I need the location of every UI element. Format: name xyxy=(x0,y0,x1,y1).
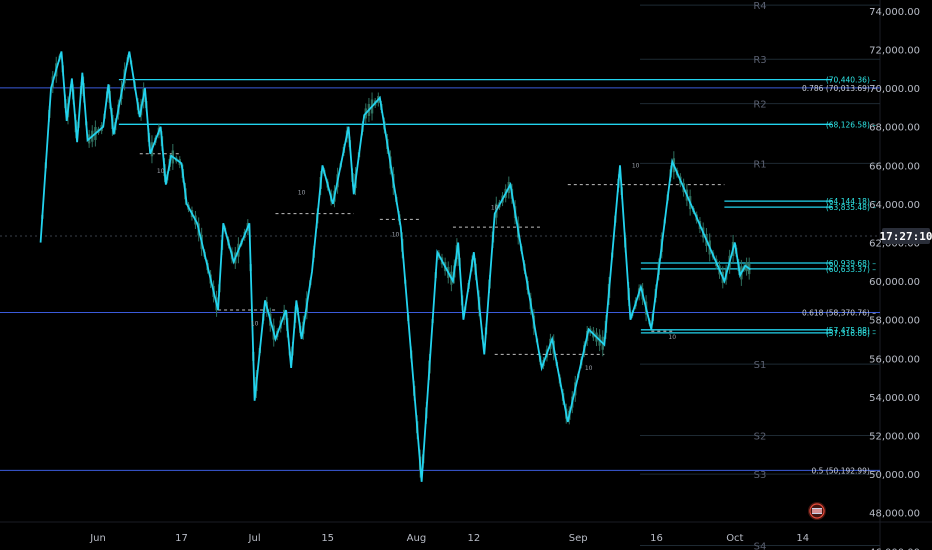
leg-length-label: 10 xyxy=(251,320,259,327)
current-time-badge: 17:27:10 xyxy=(880,228,932,244)
pivot-label: R2 xyxy=(753,100,766,111)
level-labels: (70,440.36) –(68,126.58) –(64,144.18) –(… xyxy=(826,76,876,338)
time-tick-label: 14 xyxy=(796,533,809,544)
time-badge-bg xyxy=(882,228,930,244)
level-label: (63,835.48) – xyxy=(826,203,876,212)
level-label: (60,633.37) – xyxy=(826,265,876,274)
time-tick-label: Aug xyxy=(407,533,427,544)
fib-label: 0.786 (70,013.69) – xyxy=(802,84,876,93)
time-tick-label: 12 xyxy=(467,533,480,544)
price-tick-label: 68,000.00 xyxy=(869,123,920,134)
price-tick-label: 72,000.00 xyxy=(869,46,920,57)
dashed-legs xyxy=(139,153,725,355)
price-tick-label: 62,000.00 xyxy=(869,239,920,250)
price-tick-label: 54,000.00 xyxy=(869,393,920,404)
level-label: (57,475.98) – xyxy=(826,326,876,335)
fib-labels: 0.786 (70,013.69) – 0.618 (58,370.76) – 0.… xyxy=(802,84,876,475)
leg-length-label: 10 xyxy=(298,189,306,196)
leg-length-label: 10 xyxy=(585,365,593,372)
time-tick-label: Jun xyxy=(89,533,106,544)
price-tick-label: 50,000.00 xyxy=(869,470,920,481)
price-tick-label: 56,000.00 xyxy=(869,354,920,365)
pivot-label: S1 xyxy=(754,360,767,371)
leg-length-label: 10 xyxy=(392,232,400,239)
price-tick-label: 64,000.00 xyxy=(869,200,920,211)
time-tick-label: 15 xyxy=(321,533,334,544)
time-tick-label: 17 xyxy=(175,533,188,544)
time-tick-label: Oct xyxy=(726,533,743,544)
fib-label: 0.5 (50,192.99) – xyxy=(812,466,877,475)
pivot-label: S4 xyxy=(754,541,767,550)
level-label: (57,316.06) – xyxy=(826,329,876,338)
price-axis[interactable]: 74,000.00 72,000.00 70,000.00 68,000.00 66,0… xyxy=(869,7,920,550)
leg-length-label: 10 xyxy=(491,205,499,212)
level-label: (68,126.58) – xyxy=(826,120,876,129)
leg-length-labels: 10 10 10 10 10 10 10 10 xyxy=(157,162,676,372)
leg-length-label: 10 xyxy=(632,162,640,169)
pivot-label: R1 xyxy=(753,159,766,170)
time-badge-text: 17:27:10 xyxy=(880,230,932,243)
time-tick-label: 16 xyxy=(650,533,663,544)
pivot-label: R4 xyxy=(753,1,766,12)
price-tick-label: 58,000.00 xyxy=(869,316,920,327)
time-tick-label: Sep xyxy=(569,533,588,544)
level-label: (64,144.18) – xyxy=(826,197,876,206)
level-lines xyxy=(118,79,832,334)
leg-length-label: 10 xyxy=(668,334,676,341)
pivot-label: R3 xyxy=(753,55,766,66)
level-label: (70,440.36) – xyxy=(826,76,876,85)
pivot-label: S2 xyxy=(754,431,767,442)
price-tick-label: 48,000.00 xyxy=(869,509,920,520)
time-axis[interactable]: Jun 17 Jul 15 Aug 12 Sep 16 Oct 14 xyxy=(89,533,809,544)
pivot-levels: R4 R3 R2 R1 S1 S2 S3 S4 xyxy=(640,1,880,550)
zigzag-series xyxy=(39,51,752,482)
price-tick-label: 52,000.00 xyxy=(869,431,920,442)
price-tick-label: 70,000.00 xyxy=(869,84,920,95)
leg-length-label: 10 xyxy=(157,168,165,175)
pivot-label: S3 xyxy=(754,470,767,481)
price-tick-label: 66,000.00 xyxy=(869,161,920,172)
fib-label: 0.618 (58,370.76) – xyxy=(802,309,876,318)
price-tick-label: 60,000.00 xyxy=(869,277,920,288)
zigzag-line xyxy=(39,51,752,482)
flag-icon[interactable] xyxy=(808,502,826,520)
price-tick-label: 46,000.00 xyxy=(869,547,920,550)
time-tick-label: Jul xyxy=(248,533,261,544)
price-tick-label: 74,000.00 xyxy=(869,7,920,18)
fib-lines xyxy=(0,87,880,471)
level-label: (60,939.68) – xyxy=(826,259,876,268)
